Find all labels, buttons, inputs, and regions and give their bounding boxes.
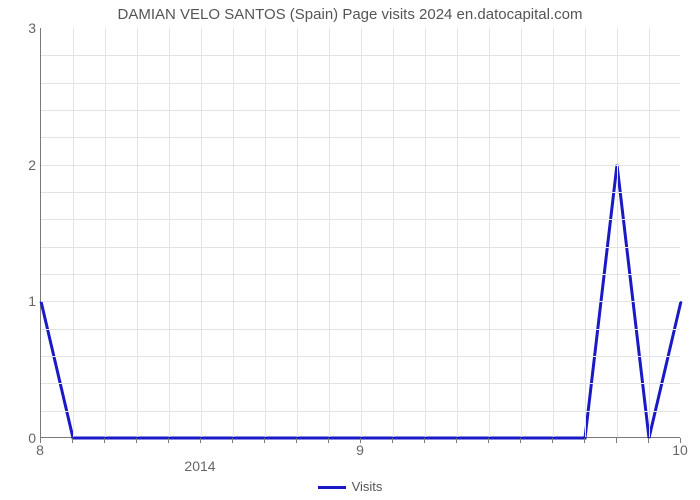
legend-swatch — [318, 486, 346, 489]
gridline-horizontal — [41, 110, 680, 111]
gridline-vertical — [73, 28, 74, 437]
x-minor-tick — [488, 438, 489, 443]
x-tick-label: 10 — [672, 442, 688, 458]
legend-label: Visits — [352, 479, 383, 494]
gridline-vertical — [105, 28, 106, 437]
x-minor-tick — [232, 438, 233, 443]
x-minor-tick — [648, 438, 649, 443]
x-tick-label: 9 — [356, 442, 364, 458]
x-minor-tick — [360, 438, 361, 443]
x-minor-tick — [680, 438, 681, 443]
x-minor-tick — [328, 438, 329, 443]
gridline-vertical — [233, 28, 234, 437]
gridline-vertical — [393, 28, 394, 437]
gridline-horizontal — [41, 165, 680, 166]
gridline-vertical — [457, 28, 458, 437]
gridline-vertical — [553, 28, 554, 437]
x-minor-tick — [552, 438, 553, 443]
plot-area — [40, 28, 680, 438]
gridline-horizontal — [41, 301, 680, 302]
gridline-vertical — [425, 28, 426, 437]
x-tick-label: 8 — [36, 442, 44, 458]
x-minor-tick — [40, 438, 41, 443]
y-tick-label: 2 — [6, 157, 36, 173]
y-tick-label: 1 — [6, 293, 36, 309]
x-minor-tick — [392, 438, 393, 443]
gridline-vertical — [201, 28, 202, 437]
x-minor-tick — [296, 438, 297, 443]
gridline-vertical — [617, 28, 618, 437]
gridline-horizontal — [41, 83, 680, 84]
gridline-vertical — [585, 28, 586, 437]
gridline-horizontal — [41, 411, 680, 412]
gridline-vertical — [297, 28, 298, 437]
gridline-vertical — [169, 28, 170, 437]
gridline-vertical — [265, 28, 266, 437]
gridline-vertical — [649, 28, 650, 437]
gridline-horizontal — [41, 356, 680, 357]
gridline-horizontal — [41, 219, 680, 220]
gridline-vertical — [521, 28, 522, 437]
x-minor-tick — [136, 438, 137, 443]
x-minor-tick — [616, 438, 617, 443]
gridline-horizontal — [41, 247, 680, 248]
x-tick-secondary-label: 2014 — [184, 458, 215, 474]
x-minor-tick — [264, 438, 265, 443]
y-tick-label: 3 — [6, 20, 36, 36]
gridline-vertical — [329, 28, 330, 437]
gridline-horizontal — [41, 329, 680, 330]
gridline-horizontal — [41, 192, 680, 193]
x-minor-tick — [200, 438, 201, 443]
chart-title: DAMIAN VELO SANTOS (Spain) Page visits 2… — [0, 6, 700, 23]
x-minor-tick — [168, 438, 169, 443]
x-minor-tick — [104, 438, 105, 443]
gridline-vertical — [489, 28, 490, 437]
legend: Visits — [0, 479, 700, 494]
x-minor-tick — [456, 438, 457, 443]
gridline-horizontal — [41, 55, 680, 56]
x-minor-tick — [424, 438, 425, 443]
chart-container: DAMIAN VELO SANTOS (Spain) Page visits 2… — [0, 0, 700, 500]
gridline-horizontal — [41, 274, 680, 275]
gridline-vertical — [361, 28, 362, 437]
x-minor-tick — [72, 438, 73, 443]
y-tick-label: 0 — [6, 430, 36, 446]
gridline-horizontal — [41, 383, 680, 384]
x-minor-tick — [520, 438, 521, 443]
gridline-horizontal — [41, 137, 680, 138]
gridline-vertical — [137, 28, 138, 437]
x-minor-tick — [584, 438, 585, 443]
